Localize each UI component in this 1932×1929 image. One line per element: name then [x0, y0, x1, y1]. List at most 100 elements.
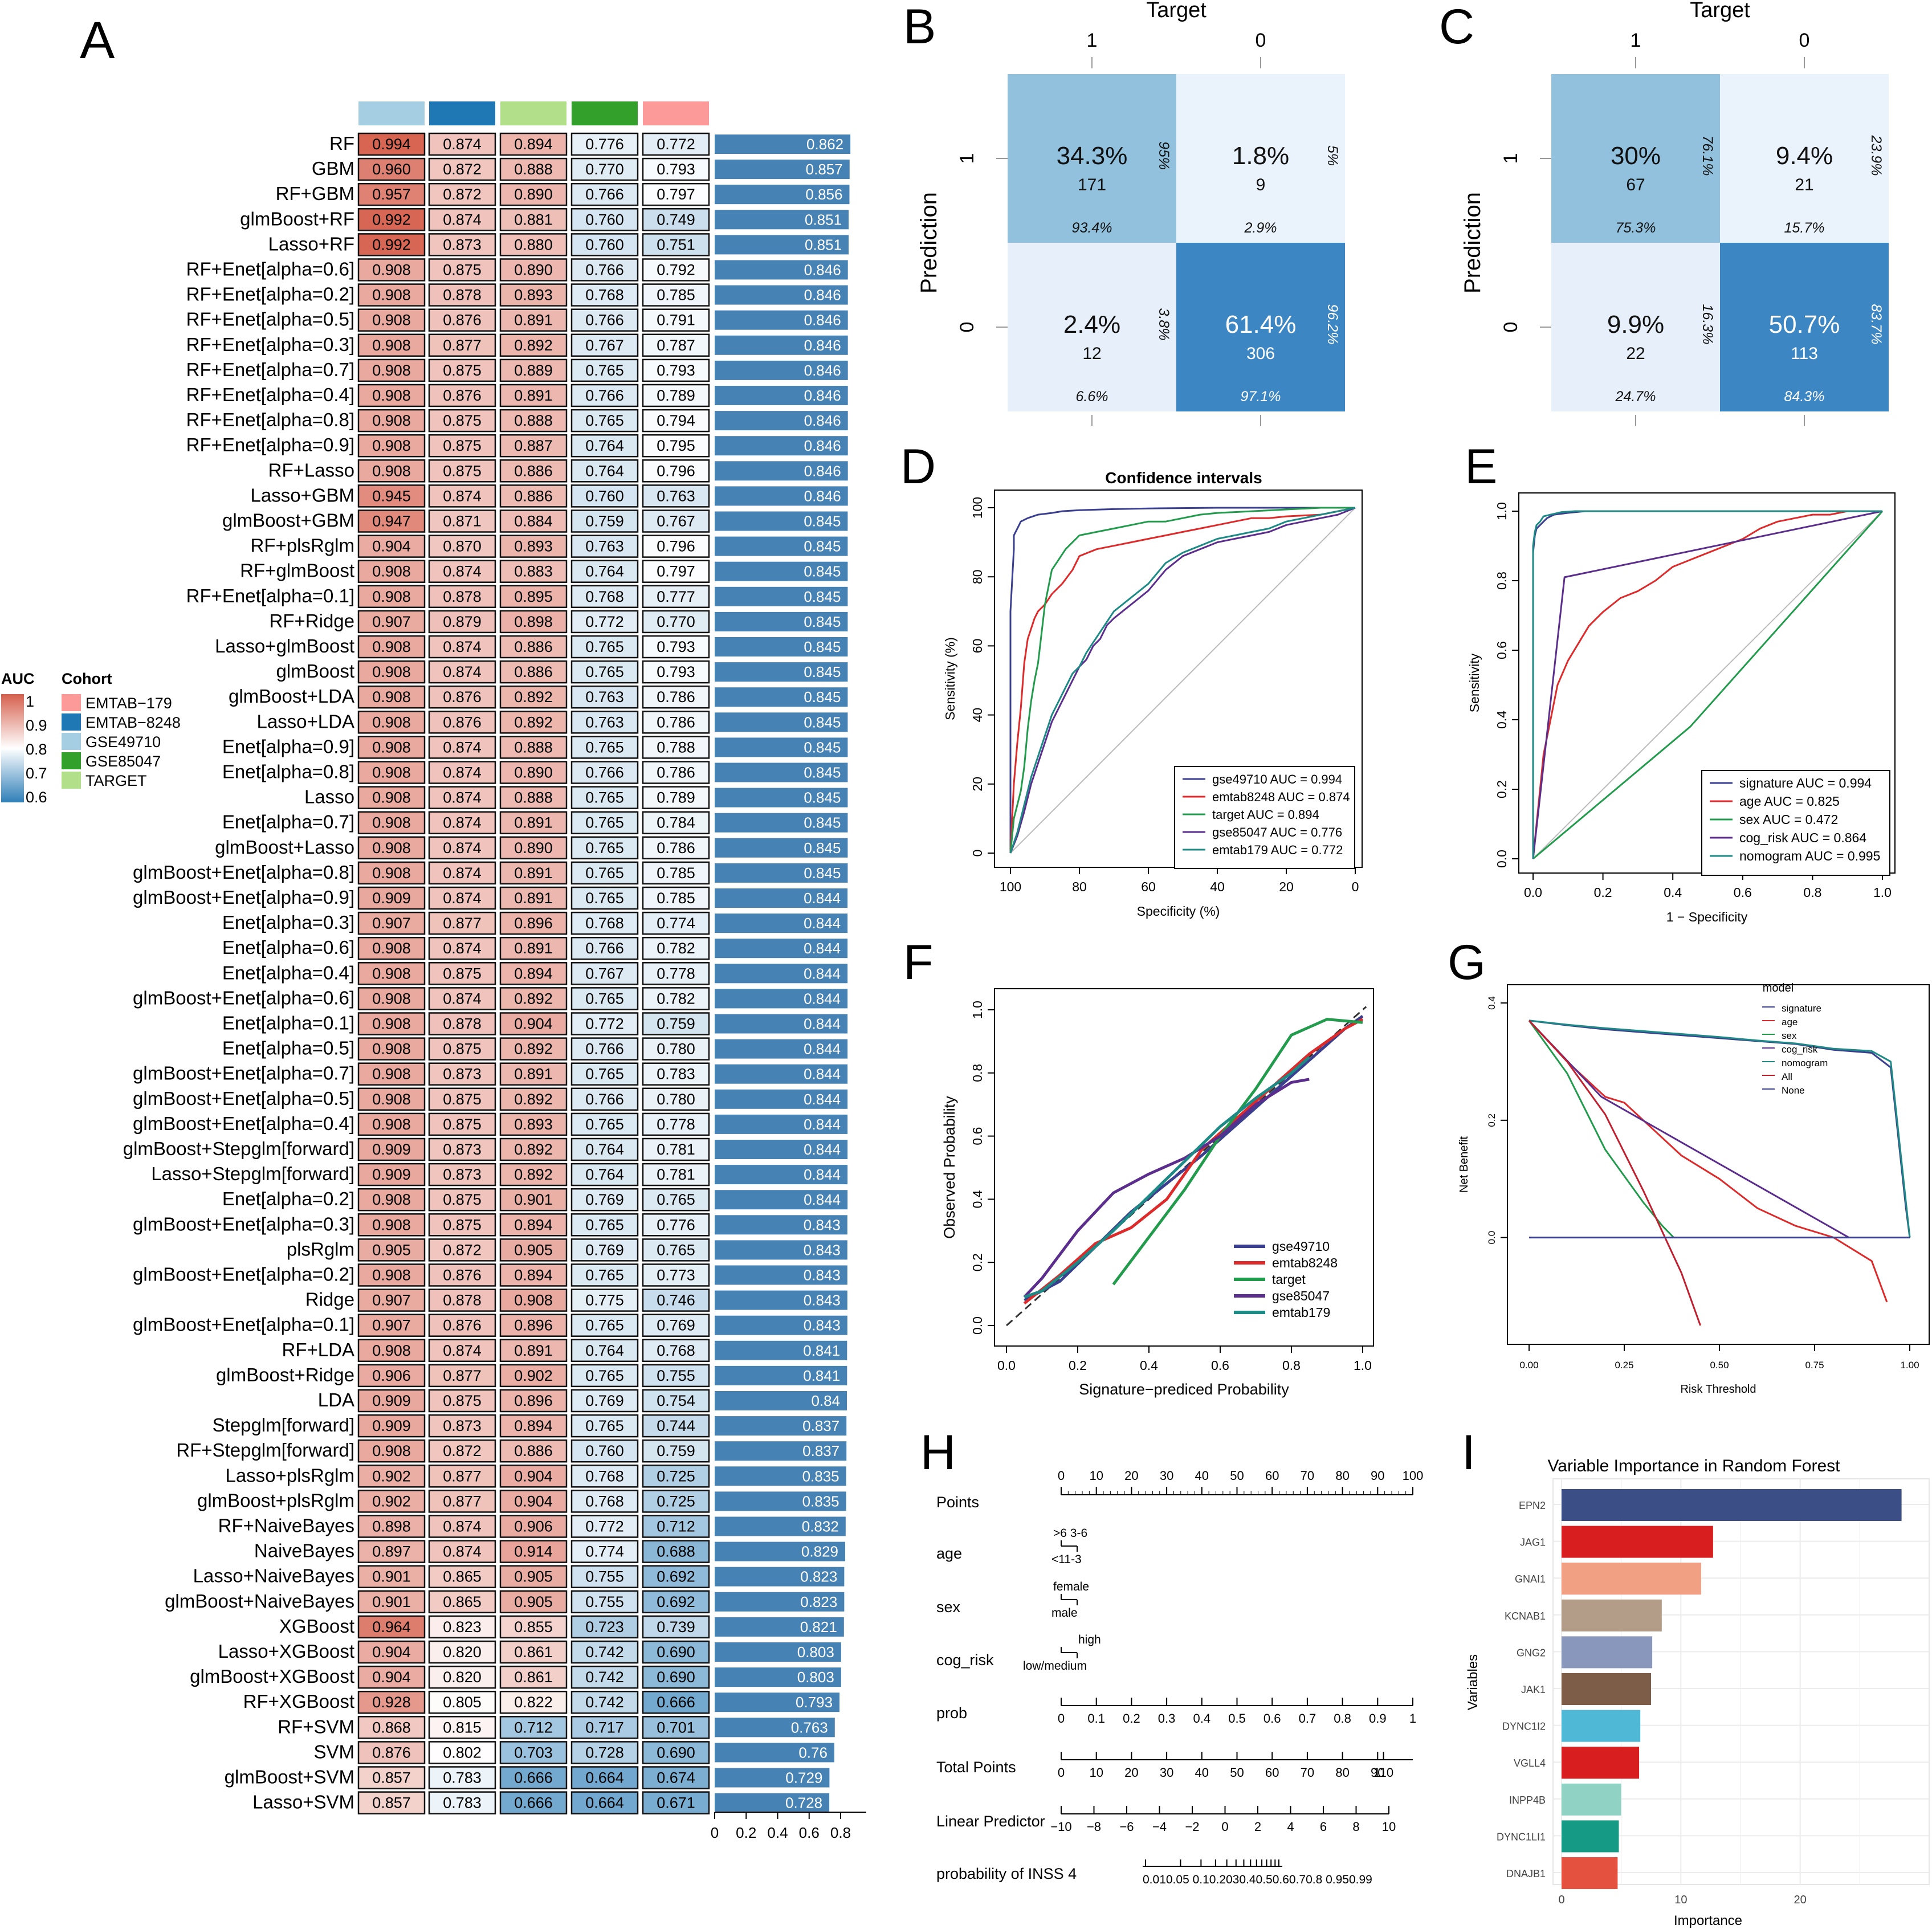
nomogram-tick-label: 50	[1230, 1765, 1244, 1780]
auc-cell	[642, 886, 710, 910]
auc-cell	[570, 936, 639, 960]
auc-cell	[499, 811, 568, 834]
auc-cell	[642, 1665, 710, 1689]
auc-cell	[357, 1137, 426, 1161]
auc-cell	[570, 886, 639, 910]
mean-auc-label: 0.846	[804, 362, 841, 379]
row-label: 0	[1500, 322, 1522, 333]
auc-cell	[642, 711, 710, 734]
plot-frame	[1507, 984, 1930, 1345]
nomogram-tick-label: 0.010.05 0.10.2030.40.50.60.70.8 0.950.9…	[1143, 1873, 1372, 1886]
auc-value: 0.855	[514, 1618, 553, 1636]
auc-cell	[357, 560, 426, 583]
auc-cell	[499, 1565, 568, 1588]
x-tick-label: 100	[1000, 879, 1021, 894]
auc-cell	[428, 987, 496, 1010]
auc-cell	[428, 1062, 496, 1086]
auc-value: 0.793	[657, 362, 695, 379]
auc-value: 0.870	[443, 538, 482, 555]
auc-value: 0.877	[443, 337, 482, 354]
auc-value: 0.766	[585, 262, 624, 279]
auc-value: 0.763	[657, 487, 695, 504]
auc-value: 0.725	[657, 1467, 695, 1485]
auc-cell	[570, 258, 639, 282]
auc-value: 0.904	[514, 1492, 553, 1510]
mean-auc-label: 0.837	[802, 1442, 839, 1459]
mean-auc-label: 0.846	[804, 262, 841, 279]
y-tick-label: 1.0	[1494, 502, 1509, 520]
mean-auc-label: 0.823	[800, 1593, 837, 1610]
auc-cell	[357, 886, 426, 910]
row-label: glmBoost+Enet[alpha=0.2]	[133, 1264, 354, 1285]
bar-axis-label: 0.8	[830, 1824, 851, 1841]
matrix-cell	[1008, 243, 1176, 411]
auc-value: 0.894	[514, 1216, 553, 1233]
auc-cell	[428, 1590, 496, 1614]
nomogram-tick-label: 0.1	[1087, 1711, 1105, 1726]
auc-value: 0.992	[372, 211, 411, 228]
legend-label: All	[1782, 1071, 1792, 1082]
mean-auc-bar	[715, 1039, 848, 1059]
auc-value: 0.765	[585, 839, 624, 857]
x-tick-label: 1.0	[1354, 1358, 1372, 1373]
auc-cell	[642, 1364, 710, 1388]
auc-value: 0.876	[443, 387, 482, 404]
legend-label: emtab179	[1272, 1305, 1330, 1320]
mean-auc-label: 0.844	[804, 890, 841, 907]
auc-cell	[642, 1314, 710, 1337]
cell-row-percent: 23.9%	[1868, 135, 1884, 176]
auc-cell	[570, 685, 639, 709]
auc-value: 0.783	[443, 1795, 482, 1812]
auc-value: 0.908	[372, 638, 411, 655]
auc-value: 0.888	[514, 739, 553, 756]
auc-cell	[642, 1540, 710, 1563]
cell-count: 22	[1626, 344, 1645, 363]
nomogram-row-label: cog_risk	[936, 1651, 994, 1669]
auc-value: 0.820	[443, 1669, 482, 1686]
auc-value: 0.908	[372, 1191, 411, 1208]
mean-auc-bar	[715, 1215, 847, 1235]
auc-value: 0.671	[657, 1795, 695, 1812]
auc-cell	[642, 459, 710, 483]
mean-auc-bar	[715, 838, 848, 858]
variable-label: DNAJB1	[1506, 1868, 1546, 1879]
mean-auc-bar	[715, 712, 848, 732]
mean-auc-label: 0.843	[804, 1292, 841, 1309]
auc-cell	[357, 1314, 426, 1337]
auc-cell	[642, 333, 710, 357]
auc-cell	[428, 1163, 496, 1186]
cell-row-percent: 16.3%	[1699, 304, 1715, 345]
cohort-legend-swatch	[62, 772, 81, 789]
auc-cell	[428, 635, 496, 659]
auc-cell	[499, 182, 568, 206]
row-label: glmBoost+Enet[alpha=0.8]	[133, 862, 354, 883]
row-label: Enet[alpha=0.4]	[222, 962, 354, 983]
auc-cell	[642, 384, 710, 407]
mean-auc-label: 0.843	[804, 1216, 841, 1233]
auc-value: 0.871	[443, 513, 482, 530]
auc-cell	[428, 736, 496, 759]
auc-value: 0.759	[657, 1442, 695, 1459]
auc-cell	[570, 836, 639, 860]
cohort-header-TARGET	[500, 101, 566, 125]
auc-cell	[570, 434, 639, 458]
bar-axis-label: 0.6	[799, 1824, 820, 1841]
auc-cell	[570, 1263, 639, 1287]
auc-cell	[428, 1288, 496, 1312]
auc-value: 0.765	[585, 864, 624, 882]
auc-value: 0.875	[443, 462, 482, 479]
auc-cell	[570, 1314, 639, 1337]
legend-label: sex	[1782, 1030, 1797, 1041]
cell-col-percent: 15.7%	[1784, 220, 1825, 236]
auc-value: 0.945	[372, 487, 411, 504]
auc-cell	[357, 635, 426, 659]
auc-legend-tick: 0.6	[26, 789, 47, 806]
mean-auc-label: 0.845	[804, 839, 841, 857]
auc-value: 0.892	[514, 713, 553, 731]
auc-value: 0.765	[585, 663, 624, 680]
auc-cell	[357, 1741, 426, 1764]
x-tick-label: 1.0	[1873, 885, 1892, 900]
x-tick-label: 0.25	[1615, 1360, 1633, 1371]
mean-auc-bar	[715, 1365, 847, 1385]
auc-value: 0.765	[585, 638, 624, 655]
